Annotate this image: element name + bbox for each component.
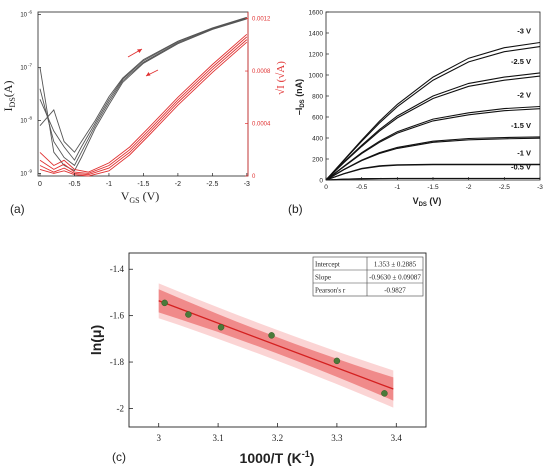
panel-c-x-tick-label: 3.2 (272, 433, 283, 443)
data-point (185, 311, 192, 318)
panel-c-x-label: 1000/T (K-1) (240, 449, 315, 466)
panel-b-x-tick-label: -2.5 (499, 184, 511, 191)
panel-a-y-tick-label: 10 (20, 171, 27, 177)
panel-a-y-tick-exponent: -7 (28, 63, 32, 68)
panel-b-output-curve (325, 41, 541, 181)
fit-table-key: Pearson's r (315, 287, 346, 295)
panel-a-x-tick-label: -2.5 (206, 181, 218, 188)
panel-a-sqrt-curve (39, 33, 248, 173)
panel-c-arrhenius-fit: 3 3.1 3.2 3.3 3.4 -1.4 -1.6 -1.8 -2 Intercept 1.3… (88, 252, 427, 466)
panel-a-transfer-curves: 0 -0.5 -1 -1.5 -2 -2.5 -310-610-710-810-90.001… (1, 10, 287, 216)
panel-b-y-tick-label: 1600 (309, 10, 324, 17)
panel-a-x-tick-label: -1 (106, 181, 112, 188)
data-point (333, 357, 341, 365)
panel-a-y2-tick-label: 0.0008 (252, 69, 271, 75)
panel-a-y-tick-exponent: -9 (28, 168, 32, 173)
panel-b-x-tick-label: -1.5 (427, 184, 439, 191)
panel-b-x-tick-label: -2 (466, 184, 472, 191)
panel-a-sqrt-curve (39, 39, 248, 176)
panel-a-y-tick-exponent: -6 (28, 10, 32, 15)
sweep-arrow-reverse (145, 69, 159, 77)
panel-b-y-tick-label: 1400 (309, 31, 324, 38)
panel-a-x-tick-label: -2 (175, 181, 181, 188)
panel-b-output-curve (325, 75, 541, 181)
panel-a-current-curve (39, 17, 247, 161)
panel-b-x-label: VDS (V) (413, 196, 442, 208)
panel-c-x-tick-label: 3 (156, 433, 161, 443)
panel-a-x-tick-label: -1.5 (137, 181, 149, 188)
panel-a-y2-label: √I (√A) (275, 61, 287, 95)
panel-b-output-curve (325, 164, 540, 181)
fit-table-value: 1.353 ± 0.2885 (374, 261, 417, 269)
panel-b-curve-label: -1.5 V (511, 121, 531, 130)
panel-c-label: (c) (112, 450, 126, 464)
panel-c-y-label: ln(μ) (88, 325, 104, 355)
panel-a-current-curve (39, 16, 247, 153)
panel-b-curve-label: -2.5 V (511, 57, 531, 66)
panel-a-y-tick-label: 10 (20, 13, 27, 19)
panel-a-label: (a) (10, 202, 25, 216)
data-point (161, 299, 168, 307)
panel-a-y-tick-label: 10 (20, 118, 27, 124)
panel-a-y-tick-exponent: -8 (28, 115, 32, 120)
panel-a-y-label: IDS(A) (1, 81, 17, 112)
linear-fit-line (158, 300, 394, 390)
panel-b-y-tick-label: 0 (319, 178, 323, 185)
panel-a-y2-tick-label: 0.0012 (252, 17, 271, 23)
panel-b-y-tick-label: 600 (312, 115, 323, 122)
panel-a-current-curve (39, 18, 247, 172)
panel-a-x-tick-label: 0 (38, 181, 42, 188)
panel-b-y-tick-label: 800 (312, 94, 323, 101)
panel-a-x-tick-label: -3 (244, 181, 250, 188)
panel-b-x-tick-label: -3 (537, 184, 543, 191)
panel-b-output-curve (325, 108, 541, 181)
panel-b-x-tick-label: 0 (324, 184, 328, 191)
panel-a-y2-tick-label: 0.0004 (252, 122, 271, 128)
panel-b-curve-label: -0.5 V (511, 162, 531, 171)
fit-table-frame (312, 256, 424, 297)
panel-b-y-tick-label: 1200 (309, 52, 324, 59)
sweep-arrow-forward (127, 48, 143, 58)
panel-b-y-tick-label: 1000 (309, 73, 324, 80)
panel-a-current-curve (39, 17, 247, 167)
fit-table-value: -0.9827 (384, 287, 406, 295)
panel-a-frame (37, 11, 249, 177)
panel-b-curve-label: -3 V (517, 26, 531, 35)
data-point (381, 390, 388, 397)
panel-b-x-tick-label: -1 (394, 184, 400, 191)
panel-b-label: (b) (288, 202, 303, 216)
panel-c-x-tick-label: 3.1 (212, 433, 223, 443)
panel-a-sqrt-curve (39, 41, 248, 177)
panel-a-y2-tick-label: 0 (252, 174, 256, 180)
panel-b-y-tick-label: 400 (312, 136, 323, 143)
data-point (217, 323, 225, 331)
panel-b-output-curves: 0 -0.5 -1 -1.5 -2 -2.5 -3 0 200 400 600 800 1000 1200… (288, 10, 543, 217)
panel-c-x-tick-label: 3.3 (331, 433, 343, 443)
panel-b-y-label: –IDS (nA) (294, 79, 306, 115)
panel-a-y-tick-label: 10 (20, 66, 27, 72)
panel-b-curve-label: -1 V (517, 148, 531, 157)
panel-b-curve-label: -2 V (517, 91, 531, 100)
panel-c-y-tick-label: -1.4 (110, 264, 125, 274)
fit-table-key: Slope (315, 274, 331, 282)
panel-a-x-label: VGS (V) (121, 189, 160, 205)
fit-table-key: Intercept (315, 261, 340, 269)
panel-b-output-curve (325, 46, 541, 181)
panel-b-y-tick-label: 200 (312, 157, 323, 164)
panel-a-x-tick-label: -0.5 (68, 181, 80, 188)
panel-c-y-tick-label: -1.8 (110, 357, 125, 367)
panel-b-output-curve (325, 137, 541, 181)
panel-b-x-tick-label: -0.5 (356, 184, 368, 191)
fit-table-value: -0.9630 ± 0.09087 (369, 274, 421, 282)
panel-c-y-tick-label: -2 (117, 403, 125, 413)
panel-a-sqrt-curve (39, 36, 248, 174)
panel-c-x-tick-label: 3.4 (391, 433, 403, 443)
data-point (268, 332, 275, 339)
panel-c-y-tick-label: -1.6 (110, 311, 125, 321)
